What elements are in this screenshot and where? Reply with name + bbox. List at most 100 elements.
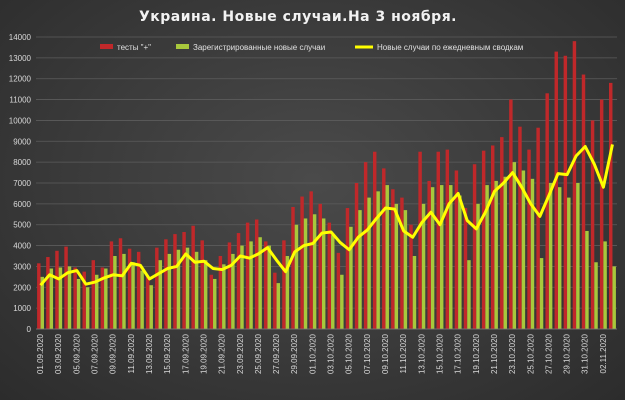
bars — [37, 41, 616, 330]
y-tick-label: 4000 — [13, 242, 31, 251]
bar-tests — [500, 137, 504, 329]
bar-tests — [37, 263, 41, 329]
bar-registered — [303, 218, 308, 329]
y-tick-label: 13000 — [9, 54, 32, 63]
x-tick-label: 07.10.2020 — [363, 333, 372, 374]
bar-registered — [412, 256, 417, 329]
bar-tests — [64, 246, 68, 329]
bar-tests — [218, 256, 223, 329]
bar-tests — [472, 164, 477, 329]
bar-tests — [82, 271, 86, 329]
y-tick-label: 0 — [27, 325, 32, 334]
bar-tests — [490, 145, 495, 329]
bar-registered — [358, 210, 362, 329]
bar-registered — [122, 253, 126, 329]
legend-label-daily: Новые случаи по ежедневным сводкам — [377, 43, 523, 52]
x-tick-label: 03.09.2020 — [54, 333, 63, 374]
bar-registered — [176, 249, 181, 329]
bar-registered — [539, 258, 544, 329]
bar-tests — [209, 274, 214, 329]
bar-registered — [231, 253, 235, 329]
gridlines — [36, 36, 617, 330]
x-tick-label: 07.09.2020 — [91, 333, 100, 374]
bar-registered — [76, 278, 81, 329]
bar-registered — [530, 178, 535, 329]
y-tick-label: 8000 — [13, 158, 31, 167]
x-tick-label: 13.10.2020 — [417, 333, 426, 374]
bar-registered — [49, 268, 54, 329]
bar-tests — [182, 232, 186, 329]
bar-registered — [203, 260, 208, 329]
bar-registered — [113, 256, 117, 329]
bar-tests — [527, 149, 531, 329]
x-tick-label: 15.10.2020 — [435, 333, 444, 374]
x-tick-label: 27.10.2020 — [544, 333, 553, 374]
bar-tests — [227, 242, 232, 329]
x-tick-label: 25.10.2020 — [526, 333, 535, 374]
bar-tests — [109, 241, 114, 329]
bar-tests — [354, 183, 359, 329]
bar-tests — [173, 234, 177, 329]
bar-registered — [67, 266, 72, 329]
bar-tests — [418, 151, 422, 329]
x-tick-label: 21.09.2020 — [218, 333, 227, 374]
bar-registered — [276, 283, 281, 329]
bar-registered — [149, 285, 153, 329]
bar-registered — [167, 253, 172, 329]
bar-registered — [603, 241, 607, 329]
bar-tests — [300, 196, 304, 329]
y-axis: 0 1000 2000 3000 4000 5000 6000 7000 8000 9000 100… — [9, 33, 32, 334]
x-tick-label: 02.11.2020 — [599, 333, 608, 373]
bar-tests — [264, 241, 268, 329]
x-axis: 01.09.2020 03.09.2020 05.09.2020 07.09.2020… — [36, 328, 617, 374]
legend-item-daily: Новые случаи по ежедневным сводкам — [355, 43, 523, 52]
x-tick-label: 03.10.2020 — [327, 333, 336, 374]
bar-registered — [576, 183, 580, 329]
x-tick-label: 21.10.2020 — [490, 333, 499, 374]
bar-registered — [104, 268, 108, 329]
y-tick-label: 14000 — [9, 33, 32, 42]
y-tick-label: 11000 — [9, 96, 31, 105]
bar-tests — [363, 162, 368, 329]
bar-registered — [285, 256, 290, 329]
bar-tests — [191, 225, 195, 329]
y-tick-label: 10000 — [9, 116, 32, 125]
x-tick-label: 25.09.2020 — [254, 333, 263, 374]
bar-registered — [222, 264, 226, 329]
bar-tests — [127, 248, 132, 329]
bar-registered — [131, 262, 135, 329]
x-tick-label: 27.09.2020 — [272, 333, 281, 374]
bar-tests — [91, 260, 96, 329]
bar-registered — [140, 270, 144, 329]
x-tick-label: 11.09.2020 — [127, 333, 136, 373]
bar-registered — [58, 267, 63, 329]
bar-tests — [581, 74, 586, 330]
bar-tests — [73, 267, 77, 329]
bar-tests — [345, 208, 350, 329]
bar-tests — [100, 267, 105, 329]
legend-item-registered: Зарегистрированные новые случаи — [176, 43, 325, 52]
x-tick-label: 11.10.2020 — [399, 333, 408, 373]
bar-registered — [340, 274, 344, 329]
bar-tests — [463, 208, 468, 329]
x-tick-label: 05.09.2020 — [72, 333, 81, 374]
bar-tests — [590, 120, 595, 329]
bar-tests — [282, 240, 286, 329]
bar-tests — [481, 150, 486, 329]
x-tick-label: 31.10.2020 — [581, 333, 590, 374]
bar-registered — [321, 218, 326, 329]
bar-registered — [349, 226, 353, 329]
bar-tests — [46, 257, 50, 329]
x-tick-label: 01.09.2020 — [36, 333, 45, 374]
bar-registered — [258, 237, 262, 329]
bar-registered — [194, 251, 199, 329]
bar-registered — [367, 197, 371, 329]
bar-registered — [467, 260, 471, 329]
bar-tests — [309, 191, 313, 329]
bar-registered — [548, 183, 553, 329]
bar-registered — [403, 210, 408, 329]
bar-tests — [55, 250, 59, 329]
bar-tests — [454, 170, 459, 329]
bar-registered — [594, 262, 598, 329]
